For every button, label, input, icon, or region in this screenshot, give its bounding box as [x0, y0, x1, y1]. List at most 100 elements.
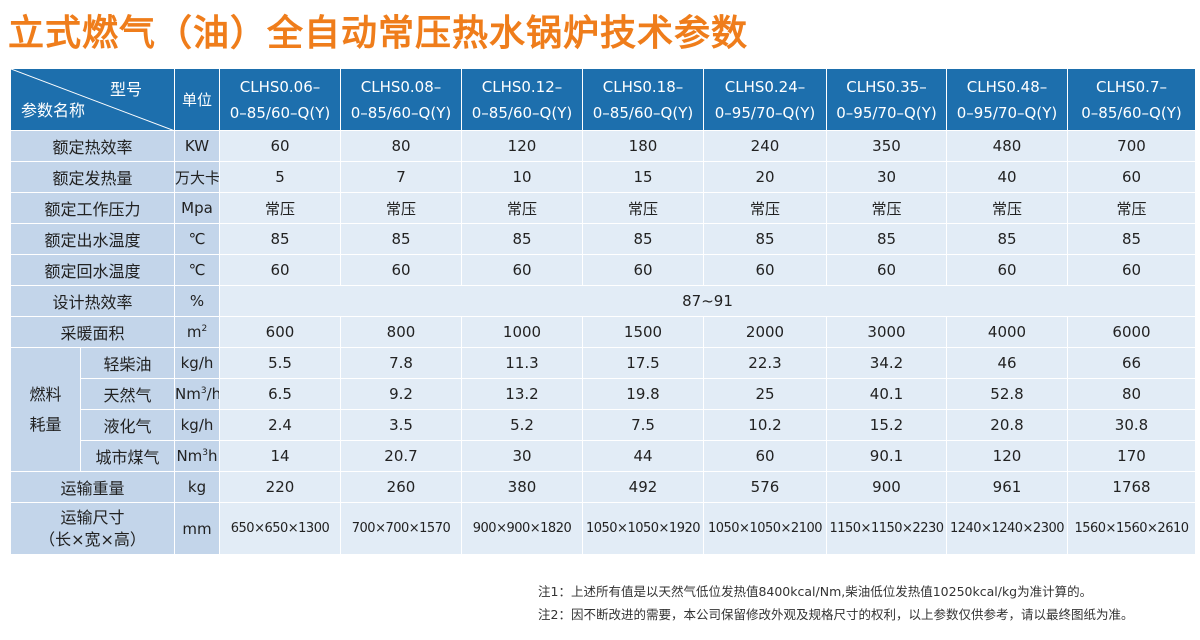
value-cell: 常压 — [461, 192, 583, 224]
fuel-group-label: 燃料 耗量 — [10, 347, 81, 472]
table-row: 液化气 kg/h 2.4 3.5 5.2 7.5 10.2 15.2 20.8 … — [11, 409, 1196, 441]
fuel-group-line2: 耗量 — [29, 414, 62, 434]
value-cell: 1050×1050×1920 — [582, 502, 704, 555]
model-line1: CLHS0.35– — [846, 77, 927, 96]
value-cell: 10 — [461, 161, 583, 193]
corner-model-label: 型号 — [109, 80, 142, 99]
value-cell: 480 — [946, 130, 1068, 162]
value-cell: 1500 — [582, 316, 704, 348]
model-line2: 0–85/60–Q(Y) — [229, 103, 331, 122]
value-cell: 9.2 — [340, 378, 462, 410]
value-cell: 60 — [826, 254, 947, 286]
fuel-group-line1: 燃料 — [29, 384, 62, 404]
param-name: 额定出水温度 — [10, 223, 175, 255]
value-cell: 40 — [946, 161, 1068, 193]
value-cell: 60 — [703, 440, 827, 472]
value-cell: 20.8 — [946, 409, 1068, 441]
unit-tail: /h — [206, 385, 219, 403]
value-cell: 7.8 — [340, 347, 462, 379]
value-cell: 85 — [703, 223, 827, 255]
param-name: 运输重量 — [10, 471, 175, 503]
param-name: 额定热效率 — [10, 130, 175, 162]
value-cell: 3000 — [826, 316, 947, 348]
value-cell: 2000 — [703, 316, 827, 348]
value-cell: 1000 — [461, 316, 583, 348]
unit-base: m — [186, 323, 202, 341]
param-unit: kg/h — [174, 347, 220, 379]
value-cell: 2.4 — [219, 409, 341, 441]
header-model: CLHS0.48– 0–95/70–Q(Y) — [946, 68, 1068, 131]
value-cell: 15 — [582, 161, 704, 193]
param-unit: ℃ — [174, 223, 220, 255]
value-cell: 常压 — [826, 192, 947, 224]
value-cell: 1768 — [1067, 471, 1196, 503]
footnote: 注1：上述所有值是以天然气低位发热值8400kcal/Nm,柴油低位发热值102… — [538, 584, 1093, 599]
merged-value-cell: 87~91 — [219, 285, 1196, 317]
model-line2: 0–95/70–Q(Y) — [836, 103, 937, 122]
fuel-name: 天然气 — [80, 378, 175, 410]
corner-diagonal — [11, 69, 173, 130]
model-line1: CLHS0.48– — [966, 77, 1048, 96]
value-cell: 60 — [219, 130, 341, 162]
header-unit: 单位 — [174, 68, 220, 131]
param-unit: Nm3h — [174, 440, 220, 472]
model-line2: 0–85/60–Q(Y) — [592, 103, 694, 122]
unit-superscript: 2 — [201, 324, 208, 334]
corner-param-label: 参数名称 — [21, 101, 86, 120]
param-name: 额定发热量 — [10, 161, 175, 193]
value-cell: 常压 — [946, 192, 1068, 224]
value-cell: 22.3 — [703, 347, 827, 379]
value-cell: 1150×1150×2230 — [826, 502, 947, 555]
fuel-name: 轻柴油 — [80, 347, 175, 379]
param-name: 额定工作压力 — [10, 192, 175, 224]
value-cell: 85 — [1067, 223, 1196, 255]
param-unit: KW — [174, 130, 220, 162]
value-cell: 85 — [946, 223, 1068, 255]
param-name: 额定回水温度 — [10, 254, 175, 286]
value-cell: 260 — [340, 471, 462, 503]
value-cell: 19.8 — [582, 378, 704, 410]
value-cell: 60 — [1067, 254, 1196, 286]
param-name: 设计热效率 — [10, 285, 175, 317]
value-cell: 576 — [703, 471, 827, 503]
value-cell: 800 — [340, 316, 462, 348]
fuel-name: 城市煤气 — [80, 440, 175, 472]
unit-base: Nm — [175, 385, 201, 403]
value-cell: 17.5 — [582, 347, 704, 379]
value-cell: 5.2 — [461, 409, 583, 441]
value-cell: 5.5 — [219, 347, 341, 379]
value-cell: 492 — [582, 471, 704, 503]
unit-superscript: 3 — [200, 386, 207, 396]
value-cell: 常压 — [582, 192, 704, 224]
unit-base: Nm — [176, 447, 203, 465]
value-cell: 5 — [219, 161, 341, 193]
value-cell: 700 — [1067, 130, 1196, 162]
table-row: 额定发热量 万大卡 5 7 10 15 20 30 40 60 — [10, 161, 1196, 193]
value-cell: 6000 — [1067, 316, 1196, 348]
table-row: 采暖面积 m2 600 800 1000 1500 2000 3000 4000… — [10, 316, 1196, 348]
value-cell: 85 — [461, 223, 583, 255]
value-cell: 6.5 — [219, 378, 341, 410]
value-cell: 3.5 — [340, 409, 462, 441]
value-cell: 1240×1240×2300 — [946, 502, 1068, 555]
model-line2: 0–85/60–Q(Y) — [1081, 103, 1182, 122]
param-unit: ℃ — [174, 254, 220, 286]
header-model: CLHS0.24– 0–95/70–Q(Y) — [703, 68, 827, 131]
value-cell: 15.2 — [826, 409, 947, 441]
header-model: CLHS0.08– 0–85/60–Q(Y) — [340, 68, 462, 131]
model-line2: 0–95/70–Q(Y) — [714, 103, 816, 122]
value-cell: 1050×1050×2100 — [703, 502, 827, 555]
value-cell: 120 — [946, 440, 1068, 472]
value-cell: 220 — [219, 471, 341, 503]
value-cell: 60 — [703, 254, 827, 286]
spec-table: 型号 参数名称 单位 CLHS0.06– 0–85/60–Q(Y) CLHS0.0… — [10, 68, 1196, 555]
value-cell: 25 — [703, 378, 827, 410]
table-row: 设计热效率 % 87~91 — [10, 285, 1196, 317]
value-cell: 11.3 — [461, 347, 583, 379]
model-line1: CLHS0.06– — [239, 77, 321, 96]
value-cell: 80 — [340, 130, 462, 162]
value-cell: 85 — [340, 223, 462, 255]
value-cell: 常压 — [703, 192, 827, 224]
value-cell: 80 — [1067, 378, 1196, 410]
value-cell: 650×650×1300 — [219, 502, 341, 555]
